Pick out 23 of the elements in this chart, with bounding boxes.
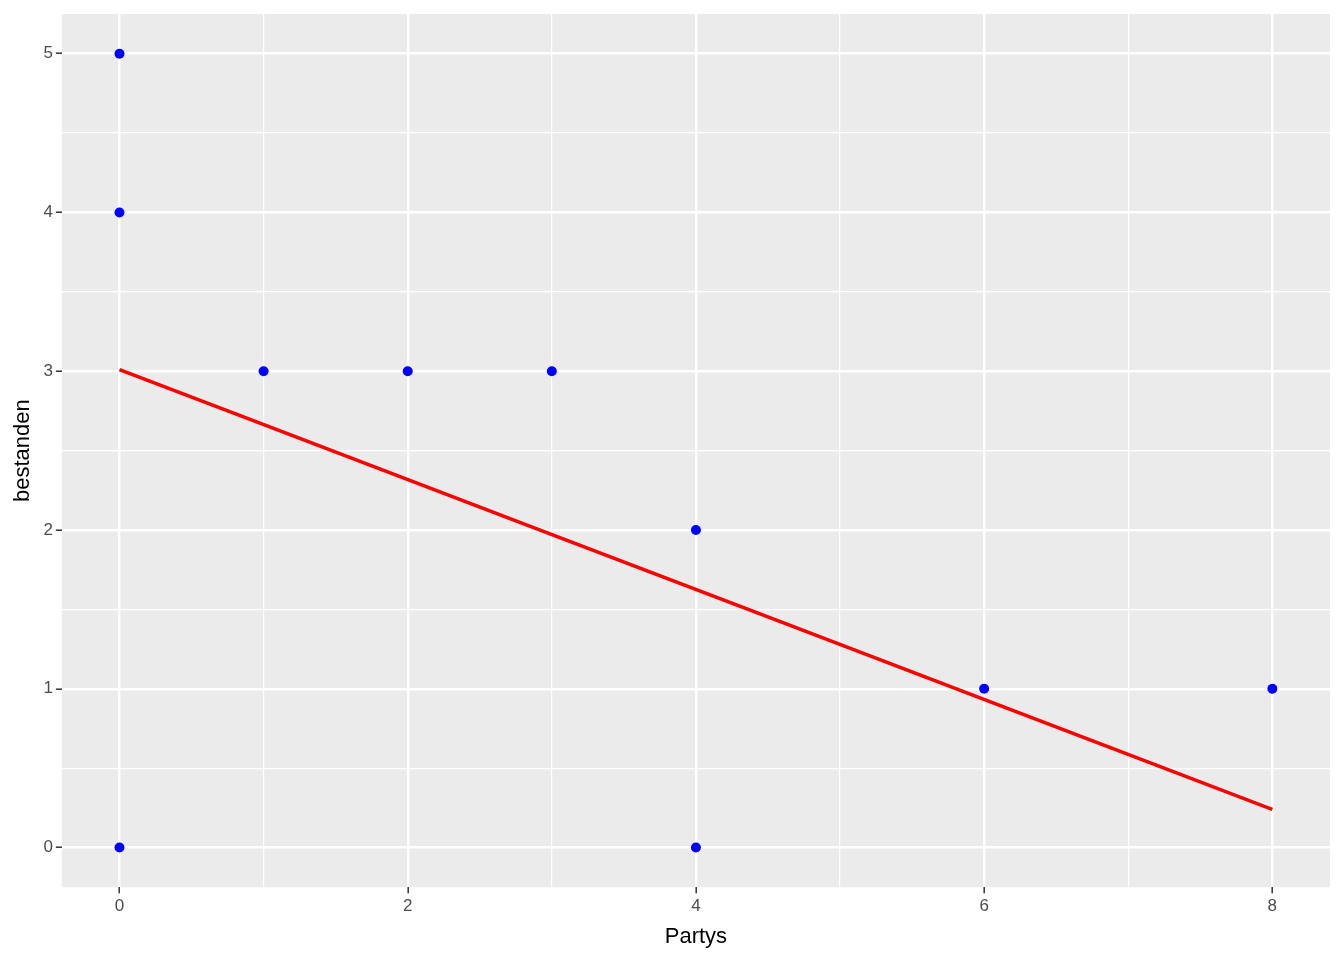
- y-tick-label: 0: [43, 837, 53, 857]
- x-axis-title: Partys: [664, 922, 728, 948]
- point: [258, 366, 269, 377]
- x-tick-label: 2: [402, 896, 413, 916]
- y-tick-label: 2: [43, 519, 53, 539]
- y-axis-title: bestanden: [9, 399, 35, 502]
- y-tick-label: 5: [43, 43, 53, 63]
- y-tick-label: 4: [43, 202, 53, 222]
- point: [114, 842, 125, 853]
- x-tick-label: 4: [691, 896, 701, 916]
- point: [402, 366, 413, 377]
- point: [114, 207, 125, 218]
- point: [690, 842, 701, 853]
- x-tick-label: 8: [1267, 896, 1278, 916]
- point: [1267, 683, 1278, 694]
- point: [979, 683, 990, 694]
- point: [546, 366, 557, 377]
- point: [114, 48, 125, 59]
- y-tick-label: 3: [43, 360, 53, 380]
- point: [690, 524, 701, 535]
- x-tick-label: 0: [114, 896, 125, 916]
- y-tick-label: 1: [43, 678, 53, 698]
- x-tick-label: 6: [979, 896, 989, 916]
